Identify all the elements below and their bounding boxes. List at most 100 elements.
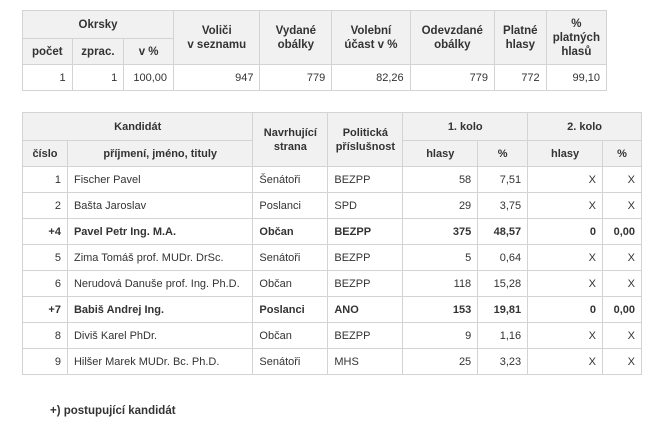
round2-percent: X — [601, 166, 643, 193]
candidate-number: 6 — [22, 270, 68, 297]
candidate-name: Hilšer Marek MUDr. Bc. Ph.D. — [66, 348, 254, 375]
round2-percent: X — [601, 322, 643, 349]
candidate-row: 1 Fischer Pavel Šenátoři BEZPP 58 7,51 X X — [22, 166, 643, 193]
district-summary-table: Okrsky Voliči v seznamu Vydané obálky Vole… — [21, 10, 608, 91]
candidate-number: +4 — [22, 218, 68, 245]
footnote: +) postupující kandidát — [50, 405, 176, 417]
candidate-party: Občan — [252, 270, 329, 297]
round2-votes: X — [527, 244, 603, 271]
candidate-affiliation: BEZPP — [327, 322, 404, 349]
okrsky-pct-header: v % — [123, 38, 175, 65]
round1-votes: 29 — [402, 192, 479, 219]
candidate-row: +4 Pavel Petr Ing. M.A. Občan BEZPP 375 48,57… — [22, 218, 643, 245]
round2-percent: 0,00 — [601, 218, 643, 245]
candidate-name: Pavel Petr Ing. M.A. — [66, 218, 254, 245]
candidate-row: 9 Hilšer Marek MUDr. Bc. Ph.D. Senátoři MHS… — [22, 348, 643, 375]
summary-header: % platných hlasů — [545, 10, 608, 65]
round2-votes: X — [527, 322, 603, 349]
round2-votes: 0 — [527, 296, 603, 323]
summary-cell: 779 — [409, 64, 495, 91]
candidate-name: Diviš Karel PhDr. — [66, 322, 254, 349]
summary-header: Platné hlasy — [493, 10, 547, 65]
okrsky-zprac-header: zprac. — [71, 38, 125, 65]
candidate-party: Senátoři — [252, 348, 329, 375]
candidate-number: 9 — [22, 348, 68, 375]
candidates-body: 1 Fischer Pavel Šenátoři BEZPP 58 7,51 X X 2 Bašt… — [22, 166, 643, 375]
round2-votes: X — [527, 348, 603, 375]
candidate-row: 6 Nerudová Danuše prof. Ing. Ph.D. Občan BE… — [22, 270, 643, 297]
kolo1-header: 1. kolo — [402, 112, 529, 141]
summary-cell: 1 — [71, 64, 125, 91]
pct1-header: % — [477, 140, 529, 167]
round1-percent: 0,64 — [477, 244, 529, 271]
candidate-affiliation: BEZPP — [327, 218, 404, 245]
candidate-party: Šenátoři — [252, 166, 329, 193]
cislo-header: číslo — [22, 140, 68, 167]
candidate-party: Poslanci — [252, 192, 329, 219]
round1-percent: 19,81 — [477, 296, 529, 323]
summary-cell: 100,00 — [123, 64, 175, 91]
prislusnost-header: Politická příslušnost — [327, 112, 404, 167]
okrsky-header: Okrsky — [21, 10, 175, 39]
summary-header: Vydané obálky — [259, 10, 333, 65]
round2-percent: X — [601, 192, 643, 219]
summary-row: 1 1 100,00 947 779 82,26 779 772 99,10 — [22, 64, 608, 91]
summary-cell: 772 — [493, 64, 547, 91]
hlasy1-header: hlasy — [402, 140, 479, 167]
summary-cell: 1 — [22, 64, 73, 91]
candidate-name: Fischer Pavel — [66, 166, 254, 193]
summary-cell: 82,26 — [331, 64, 411, 91]
candidates-table: Kandidát Navrhující strana Politická přísl… — [21, 112, 643, 375]
round1-votes: 153 — [402, 296, 479, 323]
kolo2-header: 2. kolo — [527, 112, 642, 141]
round1-votes: 25 — [402, 348, 479, 375]
summary-cell: 99,10 — [545, 64, 608, 91]
candidate-affiliation: BEZPP — [327, 270, 404, 297]
kandidat-header: Kandidát — [21, 112, 254, 141]
candidate-affiliation: BEZPP — [327, 166, 404, 193]
round1-percent: 7,51 — [477, 166, 529, 193]
round1-percent: 1,16 — [477, 322, 529, 349]
candidate-name: Bašta Jaroslav — [66, 192, 254, 219]
round1-votes: 5 — [402, 244, 479, 271]
candidate-name: Nerudová Danuše prof. Ing. Ph.D. — [66, 270, 254, 297]
round1-votes: 58 — [402, 166, 479, 193]
pct2-header: % — [601, 140, 643, 167]
candidate-party: Občan — [252, 218, 329, 245]
candidate-name: Zima Tomáš prof. MUDr. DrSc. — [66, 244, 254, 271]
candidate-row: +7 Babiš Andrej Ing. Poslanci ANO 153 19,81 0 0… — [22, 296, 643, 323]
round2-votes: X — [527, 270, 603, 297]
summary-header: Voliči v seznamu — [173, 10, 261, 65]
round1-votes: 118 — [402, 270, 479, 297]
summary-header: Volební účast v % — [331, 10, 411, 65]
round1-percent: 48,57 — [477, 218, 529, 245]
candidate-number: +7 — [22, 296, 68, 323]
round2-percent: 0,00 — [601, 296, 643, 323]
round1-percent: 3,75 — [477, 192, 529, 219]
round2-votes: 0 — [527, 218, 603, 245]
round2-votes: X — [527, 166, 603, 193]
candidate-affiliation: MHS — [327, 348, 404, 375]
summary-cell: 947 — [173, 64, 261, 91]
jmeno-header: příjmení, jméno, tituly — [66, 140, 254, 167]
summary-cell: 779 — [259, 64, 333, 91]
candidate-number: 8 — [22, 322, 68, 349]
candidate-affiliation: SPD — [327, 192, 404, 219]
round1-votes: 375 — [402, 218, 479, 245]
candidate-row: 2 Bašta Jaroslav Poslanci SPD 29 3,75 X X — [22, 192, 643, 219]
candidate-row: 8 Diviš Karel PhDr. Občan BEZPP 9 1,16 X X — [22, 322, 643, 349]
candidate-number: 2 — [22, 192, 68, 219]
round2-percent: X — [601, 244, 643, 271]
round1-votes: 9 — [402, 322, 479, 349]
hlasy2-header: hlasy — [527, 140, 603, 167]
candidate-affiliation: BEZPP — [327, 244, 404, 271]
okrsky-pocet-header: počet — [22, 38, 73, 65]
candidate-name: Babiš Andrej Ing. — [66, 296, 254, 323]
round1-percent: 15,28 — [477, 270, 529, 297]
candidate-number: 1 — [22, 166, 68, 193]
round2-percent: X — [601, 348, 643, 375]
candidate-row: 5 Zima Tomáš prof. MUDr. DrSc. Senátoři BEZ… — [22, 244, 643, 271]
round2-percent: X — [601, 270, 643, 297]
strana-header: Navrhující strana — [252, 112, 329, 167]
candidate-affiliation: ANO — [327, 296, 404, 323]
